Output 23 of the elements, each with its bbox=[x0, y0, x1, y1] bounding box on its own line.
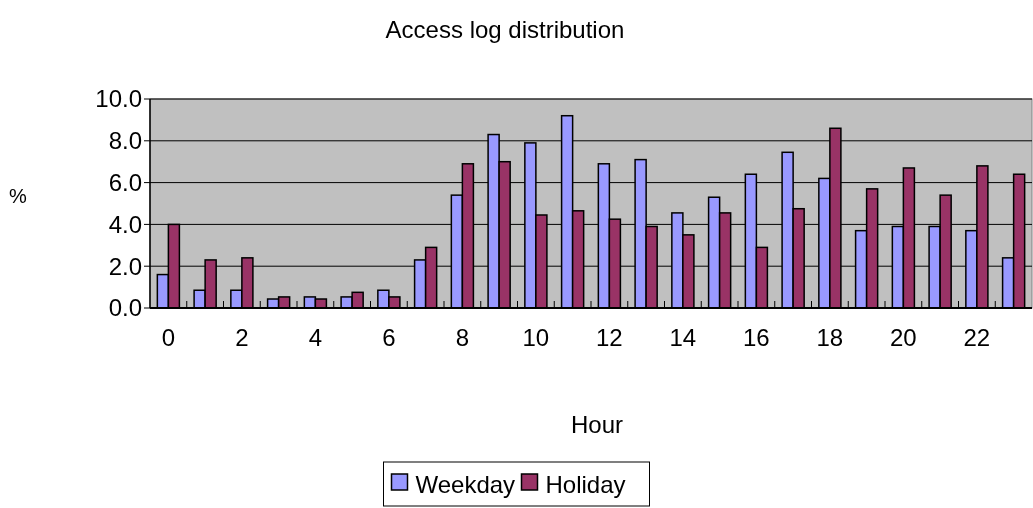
y-tick-label: 2.0 bbox=[108, 252, 142, 280]
y-tick-label: 8.0 bbox=[108, 127, 142, 155]
x-tick-label: 20 bbox=[890, 324, 917, 351]
x-tick-label: 12 bbox=[596, 324, 623, 351]
x-tick-label: 10 bbox=[522, 324, 550, 351]
y-tick-label: 6.0 bbox=[108, 169, 142, 196]
x-tick-label: 18 bbox=[816, 324, 844, 351]
legend-label: Weekday bbox=[415, 471, 516, 498]
x-tick-label: 4 bbox=[308, 324, 323, 351]
x-tick-label: 8 bbox=[455, 324, 470, 351]
x-axis-title: Hour bbox=[570, 411, 624, 438]
y-tick-label: 0.0 bbox=[108, 294, 142, 322]
x-tick-label: 2 bbox=[235, 324, 249, 351]
x-tick-label: 16 bbox=[743, 324, 770, 351]
y-tick-label: 10.0 bbox=[95, 85, 142, 113]
y-axis-title: % bbox=[9, 185, 28, 207]
x-tick-label: 14 bbox=[669, 324, 697, 351]
x-tick-label: 6 bbox=[382, 324, 396, 351]
legend-label: Holiday bbox=[545, 471, 626, 498]
x-tick-label: 22 bbox=[963, 324, 991, 351]
chart-title: Access log distribution bbox=[385, 16, 625, 43]
x-tick-label: 0 bbox=[161, 324, 176, 351]
y-tick-label: 4.0 bbox=[108, 210, 142, 238]
